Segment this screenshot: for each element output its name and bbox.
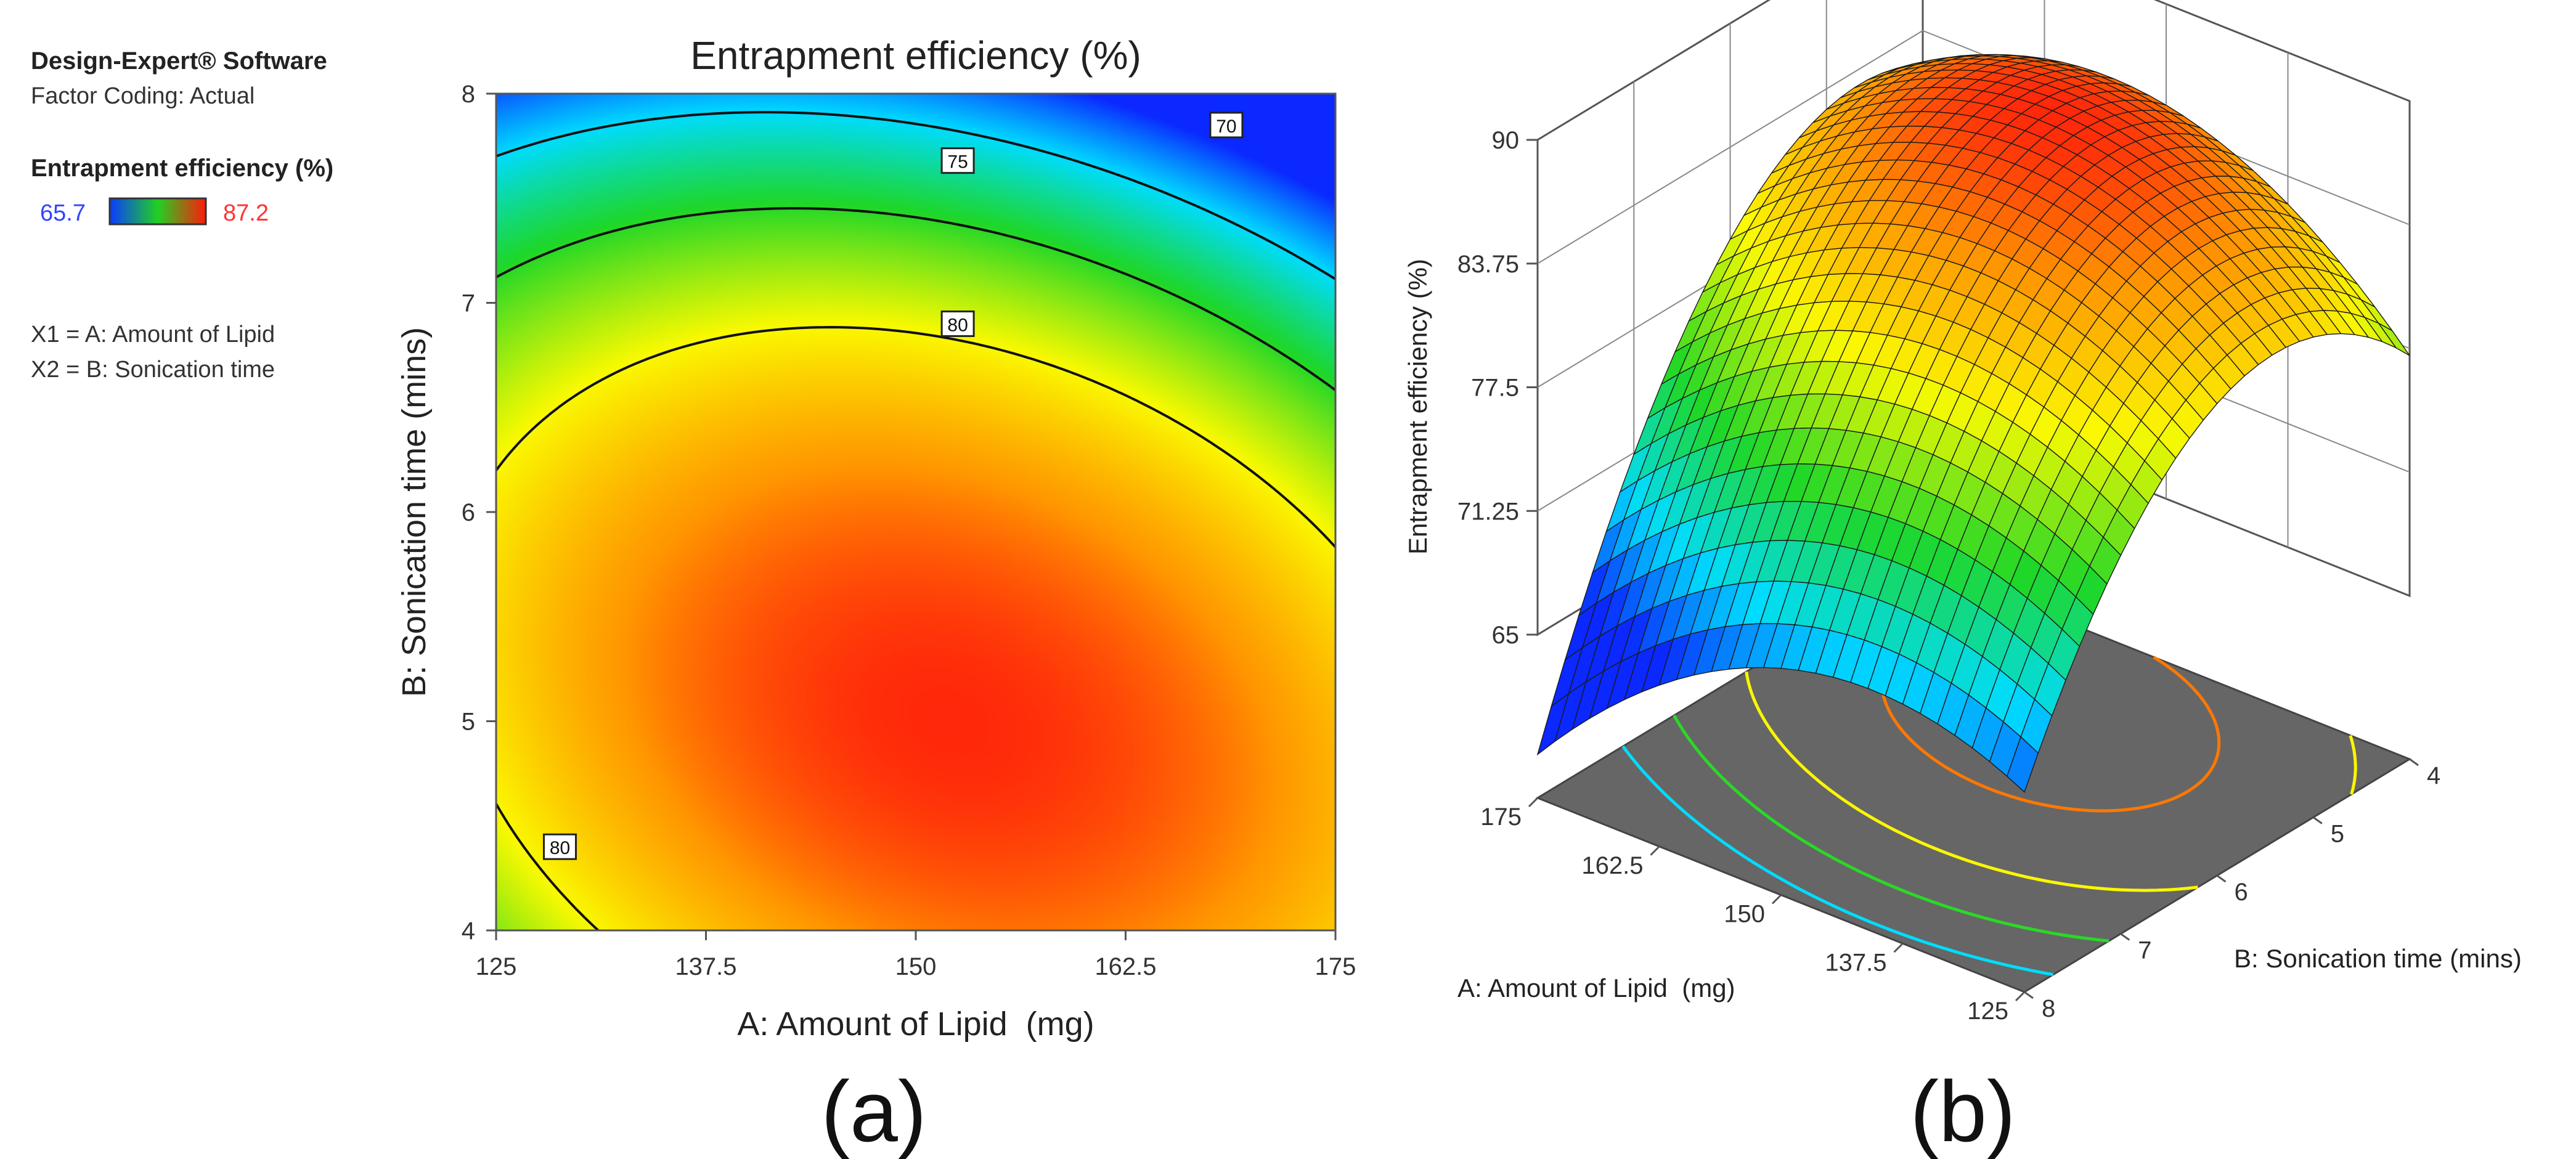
- factor-x2: X2 = B: Sonication time: [31, 357, 275, 383]
- z-tick-label: 83.75: [1457, 251, 1519, 278]
- b-tick-mark: [2024, 991, 2034, 999]
- contour-label-box: [940, 310, 975, 337]
- z-tick-label: 71.25: [1457, 498, 1519, 525]
- surface-x-axis-label: A: Amount of Lipid (mg): [1457, 974, 1735, 1002]
- software-title: Design-Expert® Software: [31, 47, 327, 75]
- panel-label-b: (b): [1910, 1063, 2015, 1159]
- surface-z-axis-label: Entrapment efficiency (%): [1403, 259, 1432, 555]
- contour-label-box: [1209, 112, 1244, 139]
- b-tick-label: 7: [2138, 937, 2151, 964]
- b-tick-label: 8: [2042, 995, 2055, 1022]
- contour-y-ticks: 4 5 6 7 8: [462, 81, 496, 945]
- b-tick-mark: [2120, 933, 2130, 941]
- factor-x1: X1 = A: Amount of Lipid: [31, 322, 275, 348]
- contour-label: 75: [947, 152, 968, 173]
- b-tick-label: 6: [2235, 879, 2248, 906]
- y-tick-label: 5: [462, 709, 475, 736]
- response-label: Entrapment efficiency (%): [31, 155, 333, 182]
- contour-line-80: [496, 326, 1335, 930]
- a-tick-mark: [2015, 991, 2026, 1002]
- a-tick-label: 137.5: [1825, 949, 1886, 976]
- surface-cell: [2006, 736, 2039, 793]
- a-tick-mark: [1528, 797, 1539, 808]
- a-tick-label: 175: [1480, 803, 1522, 831]
- x-tick-label: 150: [895, 953, 937, 980]
- z-tick-label: 65: [1492, 622, 1520, 649]
- floor-contour-70: [1621, 745, 2054, 977]
- b-tick-mark: [2409, 758, 2419, 767]
- a-tick-label: 150: [1724, 901, 1765, 928]
- contour-labels: 70 75 80 80: [543, 112, 1244, 860]
- color-scale-bar: [108, 197, 207, 226]
- color-min-label: 65.7: [40, 200, 86, 226]
- y-tick-label: 6: [462, 499, 475, 526]
- x-tick-label: 125: [476, 953, 517, 980]
- a-tick-mark: [1893, 943, 1904, 953]
- contour-label-box: [543, 833, 577, 860]
- b-tick-label: 5: [2331, 821, 2344, 848]
- contour-line-75: [496, 207, 1335, 391]
- contour-label-box: [940, 147, 975, 174]
- contour-label: 80: [947, 315, 968, 335]
- sidebar-legend: Design-Expert® Software Factor Coding: A…: [31, 47, 333, 383]
- contour-label: 80: [550, 838, 570, 858]
- y-tick-label: 8: [462, 81, 475, 108]
- contour-x-ticks: 125 137.5 150 162.5 175: [476, 930, 1356, 980]
- factor-coding: Factor Coding: Actual: [31, 83, 255, 109]
- x-tick-label: 162.5: [1094, 953, 1156, 980]
- surface-ticks: 65 71.25 77.5 83.75 90 125 137.5 150 162.5 175 4 5 6…: [1457, 127, 2440, 1025]
- b-tick-mark: [2216, 874, 2227, 883]
- b-tick-mark: [2312, 816, 2323, 824]
- floor-contour-80: [1745, 671, 2357, 892]
- x-tick-label: 137.5: [675, 953, 736, 980]
- a-tick-label: 125: [1967, 998, 2008, 1025]
- surface-y-axis-label: B: Sonication time (mins): [2234, 944, 2522, 973]
- contour-heatmap: [496, 94, 1335, 930]
- a-tick-mark: [1771, 894, 1782, 905]
- y-tick-label: 4: [462, 917, 475, 945]
- contour-line-70: [496, 111, 1335, 280]
- contour-label: 70: [1216, 116, 1236, 137]
- contour-x-axis-label: A: Amount of Lipid (mg): [737, 1006, 1094, 1043]
- x-tick-label: 175: [1315, 953, 1356, 980]
- a-tick-mark: [1650, 845, 1660, 856]
- z-tick-label: 90: [1492, 127, 1520, 154]
- surface-chart: 65 71.25 77.5 83.75 90 125 137.5 150 162.5 175 4 5 6…: [1403, 0, 2522, 1025]
- panel-label-a: (a): [821, 1063, 926, 1159]
- contour-title: Entrapment efficiency (%): [690, 33, 1141, 78]
- z-tick-label: 77.5: [1471, 375, 1519, 402]
- b-tick-label: 4: [2427, 762, 2440, 789]
- floor-contour-75: [1673, 714, 2109, 943]
- surface-mesh: [1536, 54, 2410, 793]
- y-tick-label: 7: [462, 290, 475, 317]
- contour-y-axis-label: B: Sonication time (mins): [396, 327, 433, 697]
- a-tick-label: 162.5: [1581, 852, 1643, 879]
- contour-lines: [496, 111, 1335, 930]
- color-max-label: 87.2: [223, 200, 269, 226]
